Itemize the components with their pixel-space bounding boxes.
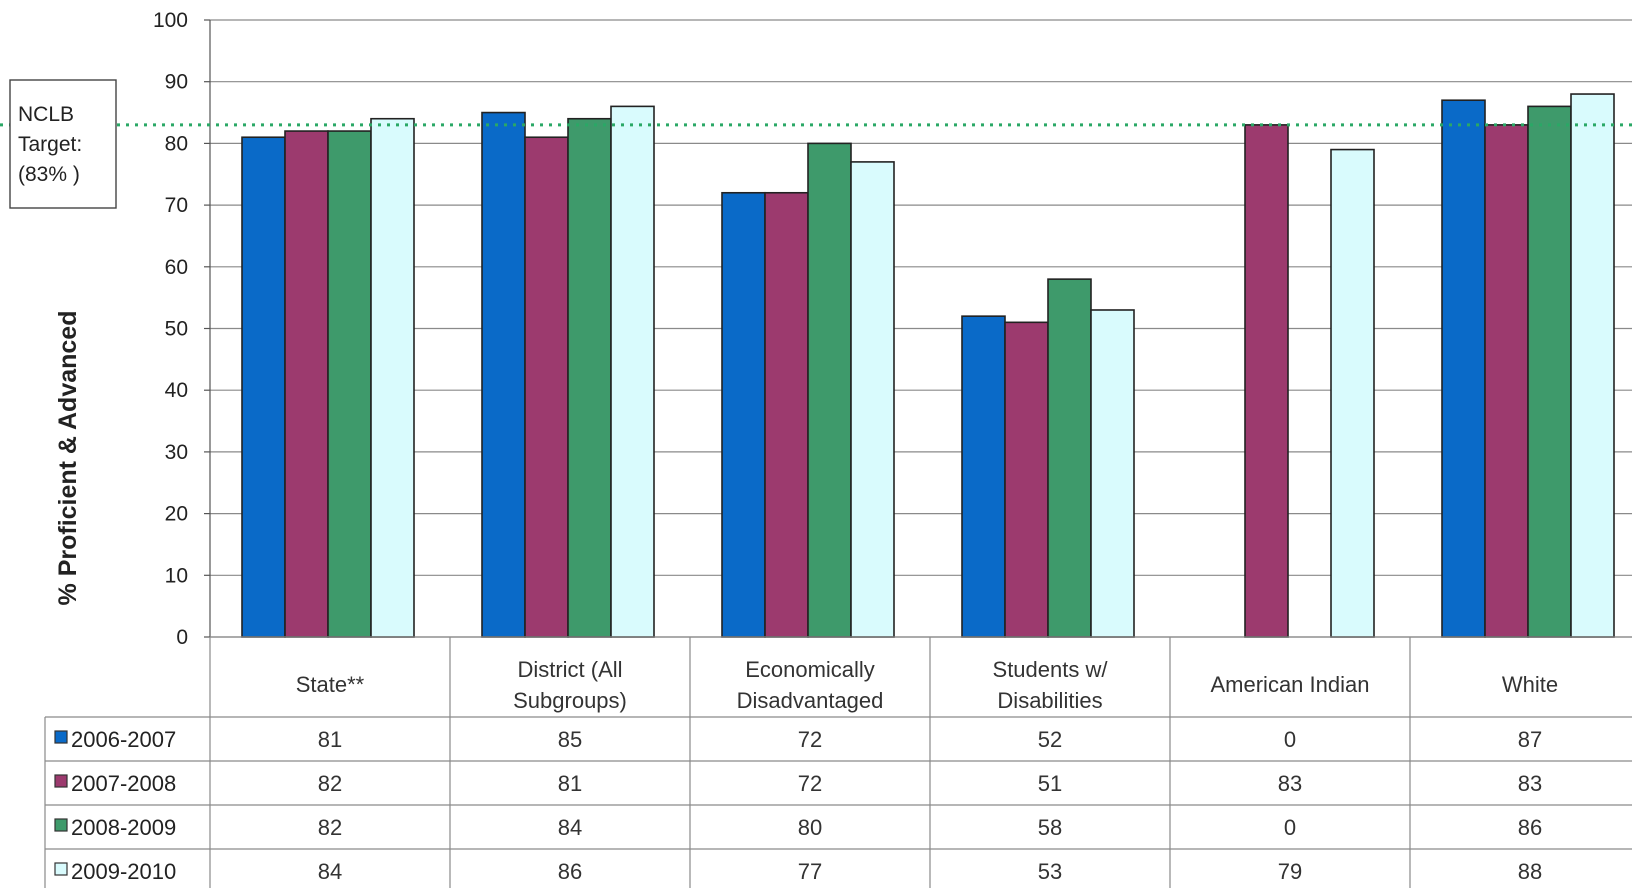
bar-2009-2010 [371, 119, 414, 637]
y-tick-label: 0 [176, 626, 188, 649]
table-value: 79 [1278, 859, 1302, 884]
y-tick-label: 100 [153, 9, 188, 32]
table-value: 52 [1038, 727, 1062, 752]
bar-2008-2009 [808, 143, 851, 637]
y-tick-label: 40 [165, 379, 188, 402]
legend-label: 2008-2009 [71, 815, 176, 840]
category-label: White [1502, 672, 1558, 697]
table-value: 72 [798, 771, 822, 796]
table-value: 81 [318, 727, 342, 752]
bar-2009-2010 [1091, 310, 1134, 637]
table-value: 83 [1518, 771, 1542, 796]
y-tick-label: 70 [165, 194, 188, 217]
bar-2007-2008 [1005, 322, 1048, 637]
table-value: 0 [1284, 727, 1296, 752]
bar-2007-2008 [765, 193, 808, 637]
table-value: 81 [558, 771, 582, 796]
bar-2008-2009 [1528, 106, 1571, 637]
table-value: 72 [798, 727, 822, 752]
bar-2009-2010 [1331, 150, 1374, 637]
bar-2009-2010 [1571, 94, 1614, 637]
y-tick-label: 20 [165, 503, 188, 526]
bar-2007-2008 [285, 131, 328, 637]
category-label: District (All [517, 657, 622, 682]
bar-2006-2007 [722, 193, 765, 637]
table-value: 86 [558, 859, 582, 884]
table-value: 53 [1038, 859, 1062, 884]
target-label-line: (83% ) [18, 163, 80, 186]
bar-2006-2007 [1442, 100, 1485, 637]
legend-swatch [55, 863, 67, 875]
table-value: 84 [318, 859, 342, 884]
legend-swatch [55, 731, 67, 743]
target-label-line: NCLB [18, 103, 74, 126]
category-label: Students w/ [993, 657, 1109, 682]
legend-label: 2009-2010 [71, 859, 176, 884]
table-value: 58 [1038, 815, 1062, 840]
table-value: 85 [558, 727, 582, 752]
bar-2008-2009 [1048, 279, 1091, 637]
table-value: 83 [1278, 771, 1302, 796]
y-tick-label: 90 [165, 71, 188, 94]
y-tick-label: 10 [165, 564, 188, 587]
legend-label: 2006-2007 [71, 727, 176, 752]
y-axis-label: % Proficient & Advanced [54, 311, 82, 606]
table-value: 86 [1518, 815, 1542, 840]
table-value: 87 [1518, 727, 1542, 752]
category-label: Disadvantaged [737, 688, 884, 713]
table-value: 82 [318, 771, 342, 796]
legend-label: 2007-2008 [71, 771, 176, 796]
y-tick-label: 60 [165, 256, 188, 279]
category-label: American Indian [1211, 672, 1370, 697]
bar-2007-2008 [1485, 125, 1528, 637]
table-value: 77 [798, 859, 822, 884]
table-value: 82 [318, 815, 342, 840]
table-value: 84 [558, 815, 582, 840]
table-value: 80 [798, 815, 822, 840]
bar-2006-2007 [962, 316, 1005, 637]
table-value: 51 [1038, 771, 1062, 796]
category-label: State** [296, 672, 365, 697]
category-label: Economically [745, 657, 875, 682]
bar-2007-2008 [1245, 125, 1288, 637]
bar-2009-2010 [851, 162, 894, 637]
table-value: 0 [1284, 815, 1296, 840]
y-tick-label: 50 [165, 318, 188, 341]
y-tick-label: 30 [165, 441, 188, 464]
bar-2006-2007 [242, 137, 285, 637]
bar-2008-2009 [328, 131, 371, 637]
category-label: Disabilities [997, 688, 1102, 713]
bar-2006-2007 [482, 113, 525, 637]
target-label-line: Target: [18, 133, 82, 156]
table-value: 88 [1518, 859, 1542, 884]
bar-2007-2008 [525, 137, 568, 637]
legend-swatch [55, 819, 67, 831]
category-label: Subgroups) [513, 688, 627, 713]
bar-2009-2010 [611, 106, 654, 637]
y-tick-label: 80 [165, 132, 188, 155]
bar-2008-2009 [568, 119, 611, 637]
legend-swatch [55, 775, 67, 787]
